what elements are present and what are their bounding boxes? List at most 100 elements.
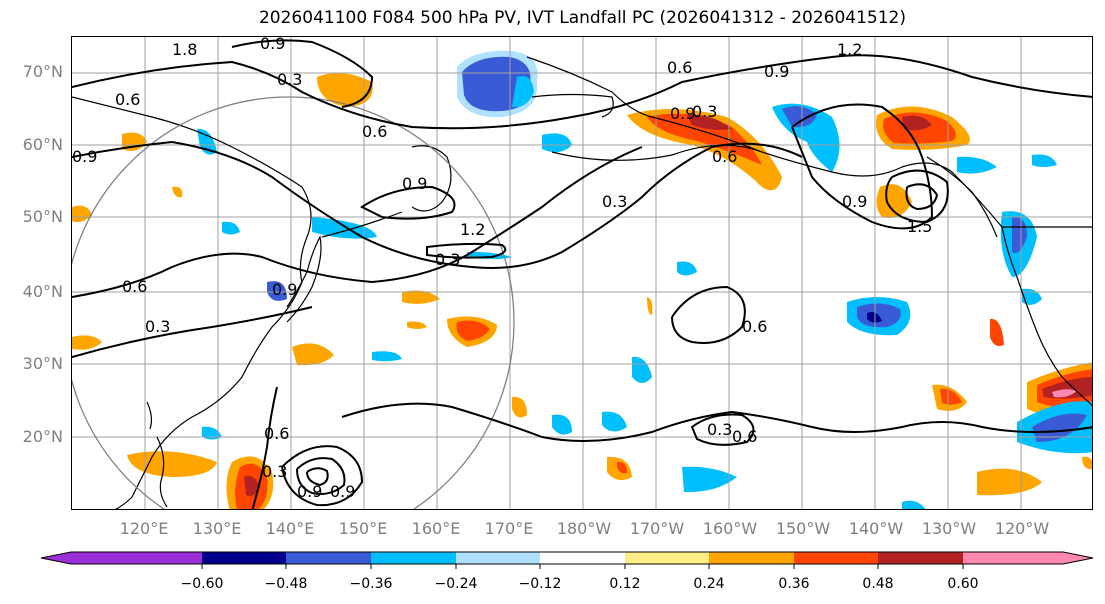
pc-blob (647, 113, 762, 165)
pc-blob (902, 115, 932, 131)
pv-contour (306, 467, 329, 487)
colorbar-segments (41, 552, 1093, 564)
lat-label: 50°N (22, 207, 63, 226)
pc-shading (72, 50, 1092, 509)
colorbar-tick-label: −0.12 (518, 576, 562, 592)
pc-blob (72, 335, 102, 350)
pc-blob (977, 468, 1042, 496)
contour-label: 0.9 (272, 280, 297, 299)
coast-aleutians (551, 144, 763, 161)
pv-contour (72, 54, 1092, 130)
pc-blob (857, 303, 901, 328)
pv-contour (360, 185, 456, 220)
contour-label: 0.6 (264, 424, 289, 443)
pc-blob (687, 114, 732, 130)
coast-taiwan (146, 401, 153, 430)
pc-blob (647, 297, 653, 315)
colorbar-outline (40, 551, 1094, 565)
pc-blob (456, 320, 490, 341)
pc-blob (552, 414, 572, 435)
contour-label: 0.6 (712, 147, 737, 166)
pc-blob (462, 56, 531, 112)
contour-label: 0.3 (707, 420, 732, 439)
pv-contour (296, 457, 346, 495)
contour-label: 0.3 (602, 192, 627, 211)
contour-label: 0.9 (260, 37, 285, 53)
contour-label: 0.9 (764, 62, 789, 81)
contour-label: 0.9 (297, 482, 322, 501)
contour-label: 0.9 (72, 147, 97, 166)
contour-label: 0.6 (115, 90, 140, 109)
pc-blob (632, 356, 652, 383)
pc-blob (1032, 154, 1057, 167)
contour-label: 1.2 (837, 40, 862, 59)
lon-label: 150°E (338, 519, 388, 538)
pv-contour (281, 445, 364, 507)
lon-label: 120°E (119, 519, 169, 538)
lon-label: 140°W (848, 519, 904, 538)
lon-label: 160°E (411, 519, 461, 538)
contour-label: 0.3 (145, 317, 170, 336)
pv-contour (72, 140, 803, 269)
pc-blob (402, 290, 440, 304)
colorbar-tick-label: 0.48 (862, 576, 894, 592)
colorbar-segment (71, 552, 202, 564)
colorbar-ticks (201, 564, 964, 569)
contour-label: 0.9 (402, 174, 427, 193)
pc-blob (267, 281, 287, 301)
coast-philippines (156, 436, 168, 508)
pc-blob (990, 318, 1004, 346)
pc-blob (940, 388, 962, 405)
pc-blob (902, 500, 926, 509)
pv-contour (72, 146, 643, 298)
pc-blob (682, 466, 737, 493)
contour-label: 0.6 (732, 427, 757, 446)
contour-label: 0.6 (362, 122, 387, 141)
lon-label: 170°E (484, 519, 534, 538)
lat-label: 40°N (22, 282, 63, 301)
pc-blob (677, 261, 697, 276)
pc-blob (244, 475, 260, 496)
lat-label: 20°N (22, 427, 63, 446)
colorbar-tick-label: 0.36 (778, 576, 810, 592)
lon-label: 130°W (921, 519, 977, 538)
contour-label: 0.6 (667, 58, 692, 77)
colorbar (40, 551, 1094, 569)
contour-label: 1.2 (460, 220, 485, 239)
pv-contour (231, 39, 374, 108)
pc-blob (602, 411, 627, 432)
pc-blob (317, 73, 373, 107)
pc-blob (1032, 413, 1087, 442)
pc-blob (512, 396, 527, 418)
coast-kuril (321, 211, 403, 238)
contour-label: 0.6 (742, 317, 767, 336)
colorbar-segment (540, 552, 625, 564)
map-canvas: 1.8 0.9 0.3 0.6 0.6 0.9 0.9 1.2 0.3 0.6 … (72, 37, 1092, 509)
coast-bc (926, 156, 998, 238)
lon-label: 140°E (265, 519, 315, 538)
pc-blob (202, 426, 222, 440)
lon-label: 130°E (192, 519, 242, 538)
range-circle (72, 96, 515, 509)
lat-label: 30°N (22, 354, 63, 373)
contour-label: 0.3 (277, 70, 302, 89)
pc-blob (312, 217, 377, 239)
colorbar-extend-low (41, 552, 71, 564)
pc-blob (1012, 216, 1027, 253)
pc-blob (292, 343, 334, 366)
pv-contour (885, 169, 949, 224)
colorbar-tick-label: 0.12 (609, 576, 641, 592)
map-panel[interactable]: 1.8 0.9 0.3 0.6 0.6 0.9 0.9 1.2 0.3 0.6 … (71, 36, 1093, 510)
lon-label: 150°W (775, 519, 831, 538)
lat-lon-grid (72, 37, 1092, 509)
colorbar-tick-label: −0.24 (434, 576, 478, 592)
pc-blob (127, 451, 217, 477)
pc-blob (72, 205, 92, 223)
pc-blob (512, 76, 534, 108)
coast-alaska (526, 56, 1092, 407)
pv-contour (905, 183, 939, 211)
contour-label: 0.9 (670, 104, 695, 123)
colorbar-tick-label: −0.60 (180, 576, 224, 592)
lat-label: 70°N (22, 62, 63, 81)
contour-label: 0.9 (330, 482, 355, 501)
